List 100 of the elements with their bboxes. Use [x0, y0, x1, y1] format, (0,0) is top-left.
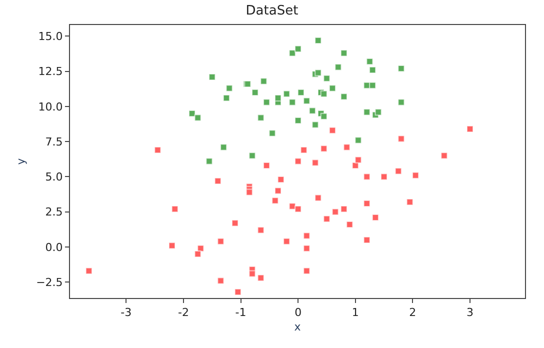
point	[363, 108, 370, 116]
point	[303, 267, 310, 274]
point	[398, 135, 405, 142]
point	[274, 94, 282, 102]
point	[171, 206, 178, 213]
point	[340, 93, 348, 100]
point	[257, 226, 264, 234]
point	[220, 144, 228, 151]
point	[274, 187, 282, 194]
point	[466, 125, 474, 132]
point	[320, 90, 328, 98]
point	[312, 121, 319, 128]
y-tick-label: −2.5	[36, 276, 63, 289]
point	[363, 200, 370, 207]
x-tick-label: 2	[409, 306, 416, 320]
point	[222, 94, 230, 102]
point	[248, 152, 256, 160]
chart-title: DataSet	[246, 3, 298, 18]
point	[168, 242, 176, 250]
point	[288, 98, 296, 106]
x-tick-label: -3	[120, 306, 132, 320]
point	[248, 270, 256, 278]
point	[194, 114, 202, 122]
point	[188, 110, 196, 118]
point	[303, 97, 310, 104]
point	[232, 220, 239, 227]
point	[440, 152, 448, 160]
point	[372, 214, 379, 221]
y-tick-label: 15.0	[38, 30, 63, 44]
point	[398, 98, 405, 106]
point	[328, 84, 336, 92]
point	[294, 117, 302, 124]
point	[340, 50, 348, 57]
x-tick-label: 0	[294, 306, 302, 320]
x-tick-label: -1	[235, 306, 246, 320]
point	[263, 162, 270, 169]
point	[294, 206, 302, 213]
y-tick-label: 7.5	[45, 135, 63, 148]
point	[154, 146, 162, 154]
point	[277, 176, 284, 184]
y-tick-label: 0.0	[45, 240, 63, 254]
point	[208, 73, 216, 80]
y-tick-label: 5.0	[45, 170, 63, 184]
point	[366, 58, 374, 66]
point	[412, 172, 420, 179]
point	[257, 274, 264, 282]
point	[252, 88, 259, 96]
x-tick-label: 1	[352, 306, 359, 320]
point	[300, 146, 308, 154]
point	[217, 238, 224, 245]
point	[214, 177, 222, 184]
point	[323, 74, 330, 82]
point	[363, 173, 370, 180]
point	[314, 69, 322, 76]
point	[283, 90, 290, 98]
point	[406, 198, 414, 206]
point	[328, 126, 336, 134]
point	[234, 288, 242, 296]
point	[288, 50, 296, 57]
point	[334, 64, 342, 71]
point	[294, 158, 302, 165]
point	[354, 136, 362, 144]
point	[263, 98, 270, 106]
point	[206, 158, 213, 165]
point	[343, 144, 350, 151]
point	[363, 236, 370, 244]
point	[303, 232, 310, 240]
point	[398, 65, 405, 72]
point	[294, 45, 302, 52]
point	[308, 107, 316, 114]
point	[272, 197, 279, 204]
point	[320, 145, 328, 152]
point	[257, 114, 264, 122]
x-tick-label: -2	[178, 306, 189, 320]
point	[283, 238, 290, 245]
point	[303, 244, 310, 252]
point	[85, 267, 92, 274]
y-tick-label: 10.0	[38, 100, 63, 114]
y-tick-label: 2.5	[45, 206, 63, 219]
point	[323, 215, 330, 222]
point	[332, 208, 339, 216]
point	[374, 108, 382, 116]
point	[268, 130, 276, 137]
point	[354, 156, 362, 164]
point	[260, 78, 268, 85]
point	[394, 168, 402, 175]
x-tick-label: 3	[466, 306, 474, 320]
point	[226, 84, 233, 92]
y-axis-title: y	[14, 158, 28, 165]
point	[217, 277, 224, 284]
point	[314, 36, 322, 44]
point	[320, 112, 328, 120]
point	[297, 88, 304, 96]
point	[314, 194, 322, 202]
x-axis-title: x	[294, 320, 302, 334]
point	[194, 250, 202, 258]
point	[312, 159, 319, 166]
point	[346, 221, 354, 228]
point	[340, 206, 348, 213]
point	[380, 173, 388, 180]
